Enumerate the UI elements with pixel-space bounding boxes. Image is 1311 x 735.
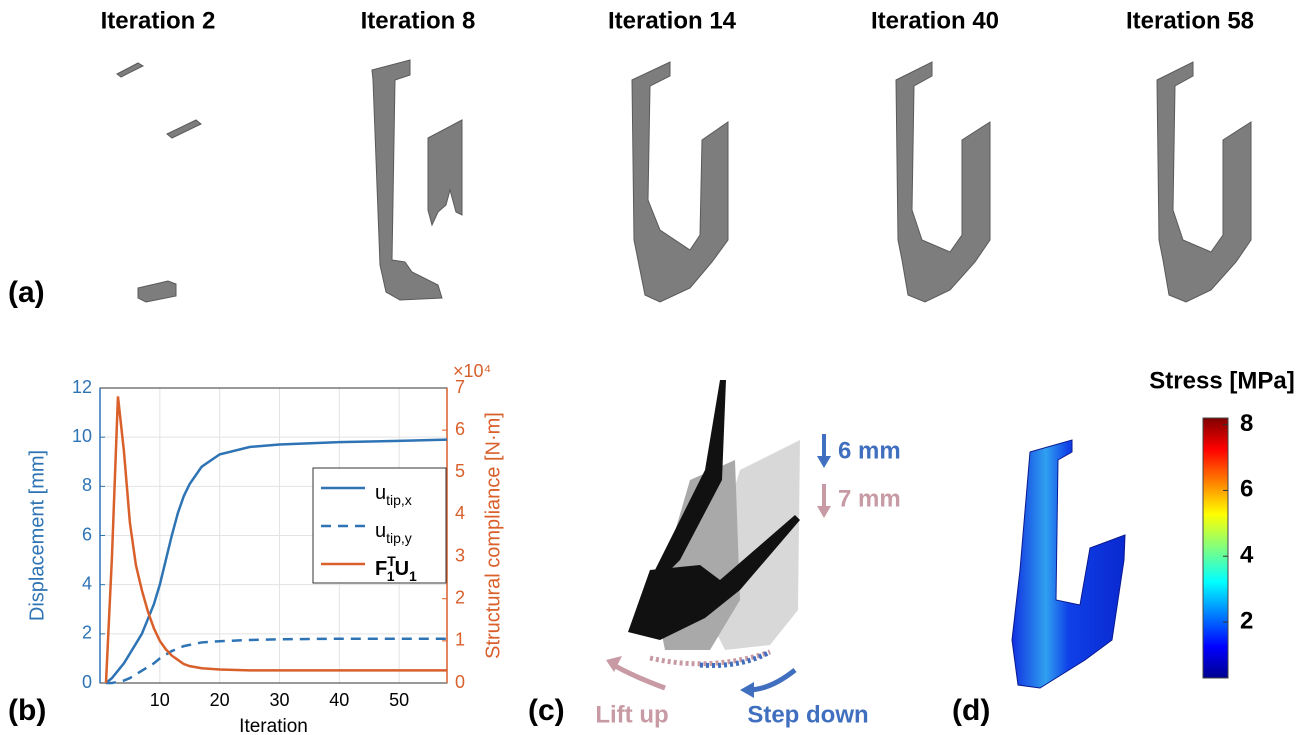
- colorbar: [1203, 418, 1228, 678]
- annotation: Lift up: [595, 701, 668, 728]
- iteration-title: Iteration 2: [101, 7, 216, 34]
- series-line: [106, 639, 447, 683]
- panel-a: Iteration 2 Iteration 8 Iteration 14 Ite…: [8, 7, 1254, 309]
- y-axis-label: Displacement [mm]: [26, 450, 48, 621]
- x-tick-label: 40: [329, 690, 349, 710]
- y-tick-label: 12: [72, 377, 92, 397]
- iteration-title: Iteration 8: [361, 7, 476, 34]
- figure: Iteration 2 Iteration 8 Iteration 14 Ite…: [0, 0, 1311, 735]
- legend-text-part: u: [375, 482, 386, 504]
- iteration-title: Iteration 58: [1126, 7, 1254, 34]
- y-tick-label: 4: [82, 573, 92, 593]
- render-iter-58: [1157, 62, 1251, 302]
- trajectory: [650, 652, 770, 664]
- y-tick-label: 0: [82, 672, 92, 692]
- colorbar-tick-label: 8: [1240, 410, 1253, 437]
- panel-label: (a): [8, 276, 45, 309]
- annotation: Step down: [747, 701, 868, 728]
- legend-text-part: tip,x: [386, 492, 412, 508]
- y2-tick-label: 5: [455, 461, 465, 481]
- legend-text-part: tip,y: [386, 530, 412, 546]
- render-iter-2: [117, 63, 201, 302]
- iteration-title: Iteration 40: [871, 7, 999, 34]
- stress-render: [1012, 440, 1125, 688]
- iteration-title: Iteration 14: [608, 7, 737, 34]
- x-axis-label: Iteration: [239, 716, 308, 735]
- legend-text-part: u: [375, 520, 386, 542]
- arrow-head: [817, 456, 831, 468]
- y2-tick-label: 2: [455, 587, 465, 607]
- colorbar-title: Stress [MPa]: [1149, 367, 1294, 394]
- y-tick-label: 2: [82, 623, 92, 643]
- legend-text-part: U: [395, 558, 409, 580]
- legend-text-part: 1: [387, 568, 395, 584]
- panel-label: (b): [8, 694, 46, 727]
- y-tick-label: 8: [82, 475, 92, 495]
- y2-tick-label: 1: [455, 630, 465, 650]
- arrow-head: [817, 506, 831, 518]
- annotation: 7 mm: [838, 485, 901, 512]
- arrow: [612, 664, 665, 688]
- y-tick-label: 10: [72, 426, 92, 446]
- y2-tick-label: 4: [455, 503, 465, 523]
- colorbar-tick-label: 2: [1240, 607, 1253, 634]
- panel-label: (c): [528, 694, 565, 727]
- y2-axis-label: Structural compliance [N·m]: [482, 412, 504, 659]
- colorbar-tick-label: 6: [1240, 476, 1253, 503]
- arrow-head: [740, 682, 754, 698]
- page: Iteration 2 Iteration 8 Iteration 14 Ite…: [0, 0, 1311, 735]
- y2-tick-label: 0: [455, 672, 465, 692]
- render-iter-14: [632, 62, 728, 302]
- legend-text-part: 1: [409, 568, 417, 584]
- y-tick-label: 6: [82, 524, 92, 544]
- annotation: 6 mm: [838, 437, 901, 464]
- colorbar-tick-label: 4: [1240, 542, 1254, 569]
- arrow: [748, 670, 795, 690]
- panel-d: (d) Stress [MPa] 2 4 6 8: [952, 367, 1295, 727]
- x-tick-label: 30: [269, 690, 289, 710]
- x-tick-label: 10: [150, 690, 170, 710]
- panel-label: (d): [952, 694, 990, 727]
- render-iter-8: [372, 60, 462, 300]
- panel-c: (c) 6 mm 7 mm Lift up Step down: [528, 380, 901, 728]
- x-tick-label: 50: [389, 690, 409, 710]
- render-iter-40: [896, 62, 990, 302]
- y2-multiplier: ×10⁴: [453, 361, 491, 381]
- x-tick-label: 20: [210, 690, 230, 710]
- legend-text-part: F: [375, 558, 387, 580]
- y2-tick-label: 3: [455, 545, 465, 565]
- y2-tick-label: 6: [455, 419, 465, 439]
